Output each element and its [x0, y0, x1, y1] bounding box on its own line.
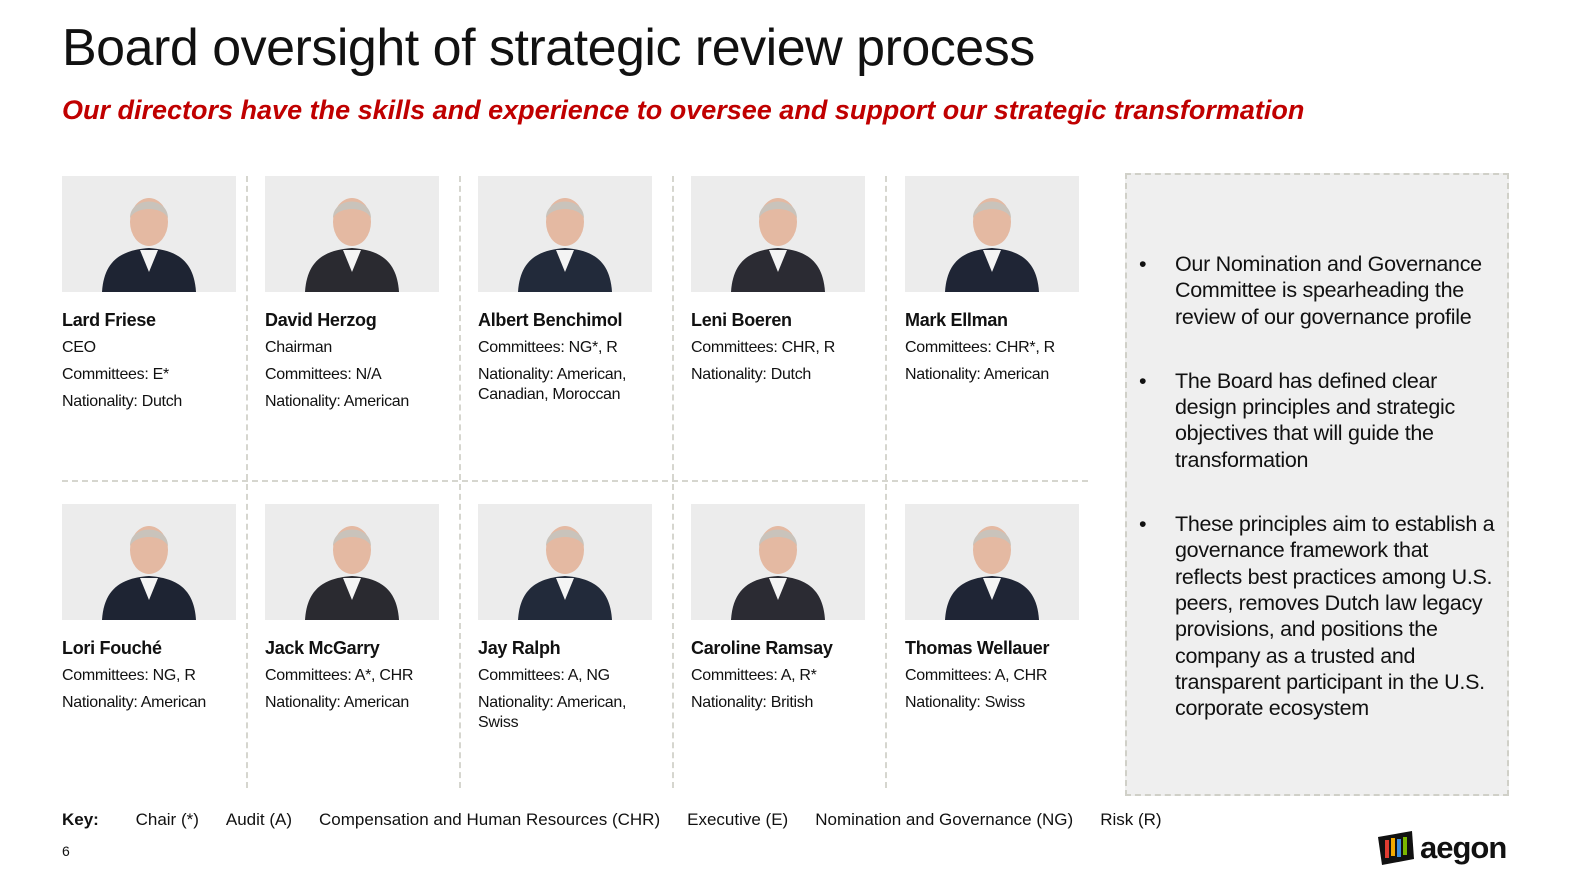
director-name: Lard Friese: [62, 310, 156, 330]
director-detail: Nationality: American, Swiss: [478, 694, 627, 731]
director-detail: Nationality: American: [265, 393, 409, 410]
director-card: Jay Ralph Committees: A, NG Nationality: A…: [478, 504, 654, 733]
director-name: David Herzog: [265, 310, 377, 330]
director-detail: Chairman: [265, 339, 332, 356]
photo-hair: [546, 201, 584, 218]
director-detail: Nationality: Dutch: [691, 366, 811, 383]
director-photo: [62, 176, 236, 292]
director-detail: Nationality: British: [691, 694, 814, 711]
photo-shirt: [556, 250, 574, 272]
director-card: David Herzog Chairman Committees: N/A Natio…: [265, 176, 441, 412]
director-card: Leni Boeren Committees: CHR, R Nationality…: [691, 176, 867, 385]
director-card: Lard Friese CEO Committees: E* Nationality:…: [62, 176, 238, 412]
director-detail: Committees: A, NG: [478, 667, 610, 684]
director-detail: Nationality: Dutch: [62, 393, 182, 410]
divider: [885, 176, 887, 788]
photo-hair: [130, 529, 168, 546]
bullet-list: Our Nomination and Governance Committee …: [1137, 251, 1497, 759]
director-detail: Committees: N/A: [265, 366, 382, 383]
bullet: These principles aim to establish a gove…: [1137, 511, 1497, 721]
key-label: Key:: [62, 810, 99, 829]
director-card: Mark Ellman Committees: CHR*, R Nationalit…: [905, 176, 1081, 385]
director-detail: Committees: A*, CHR: [265, 667, 414, 684]
director-detail: Nationality: Swiss: [905, 694, 1025, 711]
divider: [62, 480, 1088, 482]
slide-title: Board oversight of strategic review proc…: [62, 19, 1035, 77]
photo-shirt: [140, 250, 158, 272]
director-name: Mark Ellman: [905, 310, 1008, 330]
director-card: Lori Fouché Committees: NG, R Nationality:…: [62, 504, 238, 713]
photo-hair: [333, 529, 371, 546]
slide-subtitle: Our directors have the skills and experi…: [62, 95, 1305, 125]
director-card: Thomas Wellauer Committees: A, CHR Nationa…: [905, 504, 1081, 713]
photo-shirt: [140, 578, 158, 600]
legend-key: Key: Chair (*) Audit (A) Compensation and …: [62, 810, 1189, 830]
key-item: Chair (*): [135, 810, 199, 829]
logo-text: aegon: [1420, 830, 1507, 865]
key-item: Nomination and Governance (NG): [815, 810, 1074, 829]
page-number: 6: [62, 843, 70, 859]
director-detail: Committees: A, R*: [691, 667, 817, 684]
director-photo: [691, 504, 865, 620]
logo-mark: [1378, 831, 1414, 865]
photo-hair: [973, 201, 1011, 218]
director-name: Jay Ralph: [478, 638, 561, 658]
photo-shirt: [769, 250, 787, 272]
director-detail: Nationality: American: [905, 366, 1049, 383]
director-photo: [478, 176, 652, 292]
director-photo: [905, 176, 1079, 292]
director-detail: Committees: CHR*, R: [905, 339, 1055, 356]
director-name: Jack McGarry: [265, 638, 380, 658]
key-item: Audit (A): [225, 810, 293, 829]
director-card: Jack McGarry Committees: A*, CHR Nationali…: [265, 504, 441, 713]
director-card: Albert Benchimol Committees: NG*, R Nation…: [478, 176, 654, 405]
director-photo: [691, 176, 865, 292]
director-name: Leni Boeren: [691, 310, 792, 330]
key-item: Compensation and Human Resources (CHR): [319, 810, 661, 829]
director-detail: Committees: A, CHR: [905, 667, 1048, 684]
photo-hair: [759, 529, 797, 546]
divider: [672, 176, 674, 788]
director-name: Thomas Wellauer: [905, 638, 1050, 658]
photo-shirt: [983, 250, 1001, 272]
director-photo: [905, 504, 1079, 620]
photo-shirt: [556, 578, 574, 600]
director-photo: [62, 504, 236, 620]
key-item: Executive (E): [687, 810, 789, 829]
bullet: Our Nomination and Governance Committee …: [1137, 251, 1497, 330]
director-name: Lori Fouché: [62, 638, 162, 658]
director-detail: Nationality: American: [62, 694, 206, 711]
photo-hair: [130, 201, 168, 218]
photo-shirt: [343, 250, 361, 272]
photo-shirt: [343, 578, 361, 600]
director-detail: CEO: [62, 339, 96, 356]
logo: aegon: [1378, 830, 1507, 866]
key-item: Risk (R): [1100, 810, 1162, 829]
director-detail: Nationality: American: [265, 694, 409, 711]
sidebar: Our Nomination and Governance Committee …: [1125, 173, 1509, 796]
photo-shirt: [769, 578, 787, 600]
photo-hair: [546, 529, 584, 546]
director-detail: Nationality: American, Canadian, Morocca…: [478, 366, 627, 403]
photo-shirt: [983, 578, 1001, 600]
director-photo: [265, 504, 439, 620]
director-detail: Committees: E*: [62, 366, 169, 383]
photo-hair: [333, 201, 371, 218]
director-detail: Committees: NG*, R: [478, 339, 618, 356]
director-detail: Committees: NG, R: [62, 667, 196, 684]
director-name: Caroline Ramsay: [691, 638, 833, 658]
divider: [459, 176, 461, 788]
director-photo: [265, 176, 439, 292]
director-card: Caroline Ramsay Committees: A, R* National…: [691, 504, 867, 713]
director-name: Albert Benchimol: [478, 310, 623, 330]
divider: [246, 176, 248, 788]
bullet: The Board has defined clear design princ…: [1137, 368, 1497, 473]
director-detail: Committees: CHR, R: [691, 339, 835, 356]
photo-hair: [973, 529, 1011, 546]
photo-hair: [759, 201, 797, 218]
director-photo: [478, 504, 652, 620]
